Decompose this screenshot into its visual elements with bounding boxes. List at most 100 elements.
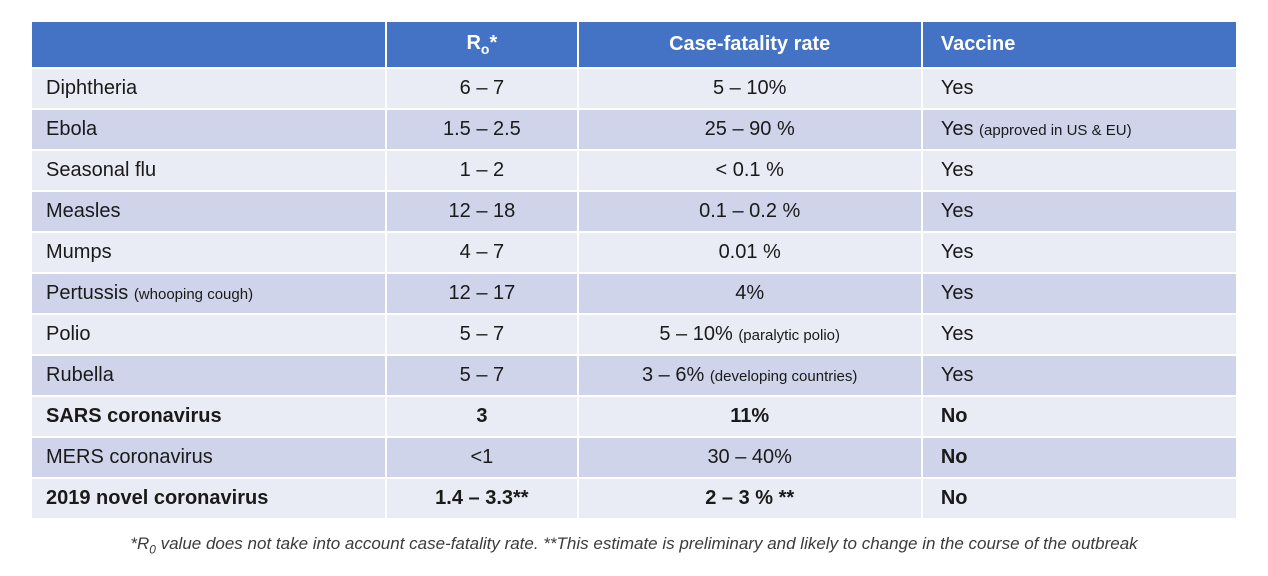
- disease-name: 2019 novel coronavirus: [46, 487, 268, 509]
- cell-cfr: 11%: [579, 397, 921, 436]
- cfr-value: 5 – 10%: [659, 323, 738, 345]
- cell-cfr: 5 – 10%: [579, 69, 921, 108]
- disease-sub: (whooping cough): [134, 286, 253, 303]
- cell-vaccine: Yes: [923, 356, 1236, 395]
- vaccine-value: Yes: [941, 200, 974, 222]
- cfr-value: 30 – 40%: [707, 446, 792, 468]
- vaccine-value: No: [941, 487, 968, 509]
- cfr-sub: (developing countries): [710, 368, 858, 385]
- disease-name: Ebola: [46, 118, 97, 140]
- table-row: Diphtheria 6 – 75 – 10% Yes: [32, 69, 1236, 108]
- cell-r0: 12 – 17: [387, 274, 576, 313]
- cell-r0: 3: [387, 397, 576, 436]
- table-row: Rubella5 – 73 – 6% (developing countries…: [32, 356, 1236, 395]
- cell-vaccine: Yes: [923, 233, 1236, 272]
- vaccine-value: Yes: [941, 118, 979, 140]
- col-header-vaccine: Vaccine: [923, 22, 1236, 67]
- table-row: Polio5 – 75 – 10% (paralytic polio)Yes: [32, 315, 1236, 354]
- footnote-prefix: *R: [130, 534, 149, 553]
- cell-r0: 1.5 – 2.5: [387, 110, 576, 149]
- footnote-rest: value does not take into account case-fa…: [156, 534, 1138, 553]
- cfr-value: 3 – 6%: [642, 364, 710, 386]
- footnote-subscript: 0: [149, 542, 156, 556]
- cell-r0: 5 – 7: [387, 356, 576, 395]
- table-row: SARS coronavirus 3 11% No: [32, 397, 1236, 436]
- disease-name: Mumps: [46, 241, 112, 263]
- cell-cfr: 5 – 10% (paralytic polio): [579, 315, 921, 354]
- table-row: 2019 novel coronavirus 1.4 – 3.3** 2 – 3 %…: [32, 479, 1236, 518]
- cell-r0: <1: [387, 438, 576, 477]
- cell-disease: Seasonal flu: [32, 151, 385, 190]
- table-row: MERS coronavirus <1 30 – 40% No: [32, 438, 1236, 477]
- cell-vaccine: No: [923, 479, 1236, 518]
- cell-r0: 1 – 2: [387, 151, 576, 190]
- disease-name: MERS coronavirus: [46, 446, 213, 468]
- cell-disease: Pertussis (whooping cough): [32, 274, 385, 313]
- disease-name: Polio: [46, 323, 90, 345]
- vaccine-value: Yes: [941, 282, 974, 304]
- cell-vaccine: Yes: [923, 274, 1236, 313]
- table-header-row: Ro* Case-fatality rate Vaccine: [32, 22, 1236, 67]
- cfr-value: 2 – 3 % **: [705, 487, 794, 509]
- cell-vaccine: Yes: [923, 192, 1236, 231]
- disease-name: Rubella: [46, 364, 114, 386]
- cell-vaccine: Yes: [923, 315, 1236, 354]
- cell-r0: 1.4 – 3.3**: [387, 479, 576, 518]
- cell-vaccine: Yes: [923, 151, 1236, 190]
- cell-disease: 2019 novel coronavirus: [32, 479, 385, 518]
- disease-name: Pertussis: [46, 282, 134, 304]
- vaccine-value: Yes: [941, 364, 974, 386]
- table-row: Mumps 4 – 7 0.01 % Yes: [32, 233, 1236, 272]
- col-header-disease: [32, 22, 385, 67]
- cell-cfr: < 0.1 %: [579, 151, 921, 190]
- table-footnote: *R0 value does not take into account cas…: [30, 534, 1238, 556]
- cell-cfr: 2 – 3 % **: [579, 479, 921, 518]
- cfr-sub: (paralytic polio): [738, 327, 840, 344]
- table-row: Measles 12 – 18 0.1 – 0.2 % Yes: [32, 192, 1236, 231]
- cell-r0: 6 – 7: [387, 69, 576, 108]
- cell-cfr: 3 – 6% (developing countries): [579, 356, 921, 395]
- cell-disease: Measles: [32, 192, 385, 231]
- vaccine-value: No: [941, 446, 968, 468]
- cell-disease: Diphtheria: [32, 69, 385, 108]
- table-row: Ebola 1.5 – 2.5 25 – 90 % Yes (approved in …: [32, 110, 1236, 149]
- cell-disease: MERS coronavirus: [32, 438, 385, 477]
- disease-name: SARS coronavirus: [46, 405, 222, 427]
- vaccine-value: No: [941, 405, 968, 427]
- cell-disease: Ebola: [32, 110, 385, 149]
- vaccine-value: Yes: [941, 77, 974, 99]
- cfr-value: 0.1 – 0.2 %: [699, 200, 800, 222]
- vaccine-sub: (approved in US & EU): [979, 122, 1132, 139]
- cell-r0: 5 – 7: [387, 315, 576, 354]
- cell-vaccine: No: [923, 397, 1236, 436]
- cell-disease: Polio: [32, 315, 385, 354]
- r0-prefix: R: [466, 32, 480, 54]
- cell-r0: 4 – 7: [387, 233, 576, 272]
- disease-name: Seasonal flu: [46, 159, 156, 181]
- table-row: Pertussis (whooping cough)12 – 174%Yes: [32, 274, 1236, 313]
- cfr-value: 0.01 %: [719, 241, 781, 263]
- disease-name: Diphtheria: [46, 77, 137, 99]
- cfr-value: 25 – 90 %: [705, 118, 795, 140]
- col-header-r0: Ro*: [387, 22, 576, 67]
- cell-cfr: 4%: [579, 274, 921, 313]
- col-header-cfr: Case-fatality rate: [579, 22, 921, 67]
- cell-vaccine: Yes (approved in US & EU): [923, 110, 1236, 149]
- disease-comparison-table: Ro* Case-fatality rate Vaccine Diphtheri…: [30, 20, 1238, 520]
- vaccine-value: Yes: [941, 323, 974, 345]
- cell-vaccine: Yes: [923, 69, 1236, 108]
- cell-cfr: 0.01 %: [579, 233, 921, 272]
- cell-cfr: 25 – 90 %: [579, 110, 921, 149]
- cfr-value: 11%: [730, 405, 769, 427]
- cell-cfr: 30 – 40%: [579, 438, 921, 477]
- cell-r0: 12 – 18: [387, 192, 576, 231]
- cell-disease: Mumps: [32, 233, 385, 272]
- cell-disease: Rubella: [32, 356, 385, 395]
- cfr-value: 4%: [735, 282, 764, 304]
- vaccine-value: Yes: [941, 159, 974, 181]
- vaccine-value: Yes: [941, 241, 974, 263]
- table-row: Seasonal flu 1 – 2 < 0.1 % Yes: [32, 151, 1236, 190]
- disease-name: Measles: [46, 200, 120, 222]
- r0-suffix: *: [489, 32, 497, 54]
- cfr-value: < 0.1 %: [716, 159, 784, 181]
